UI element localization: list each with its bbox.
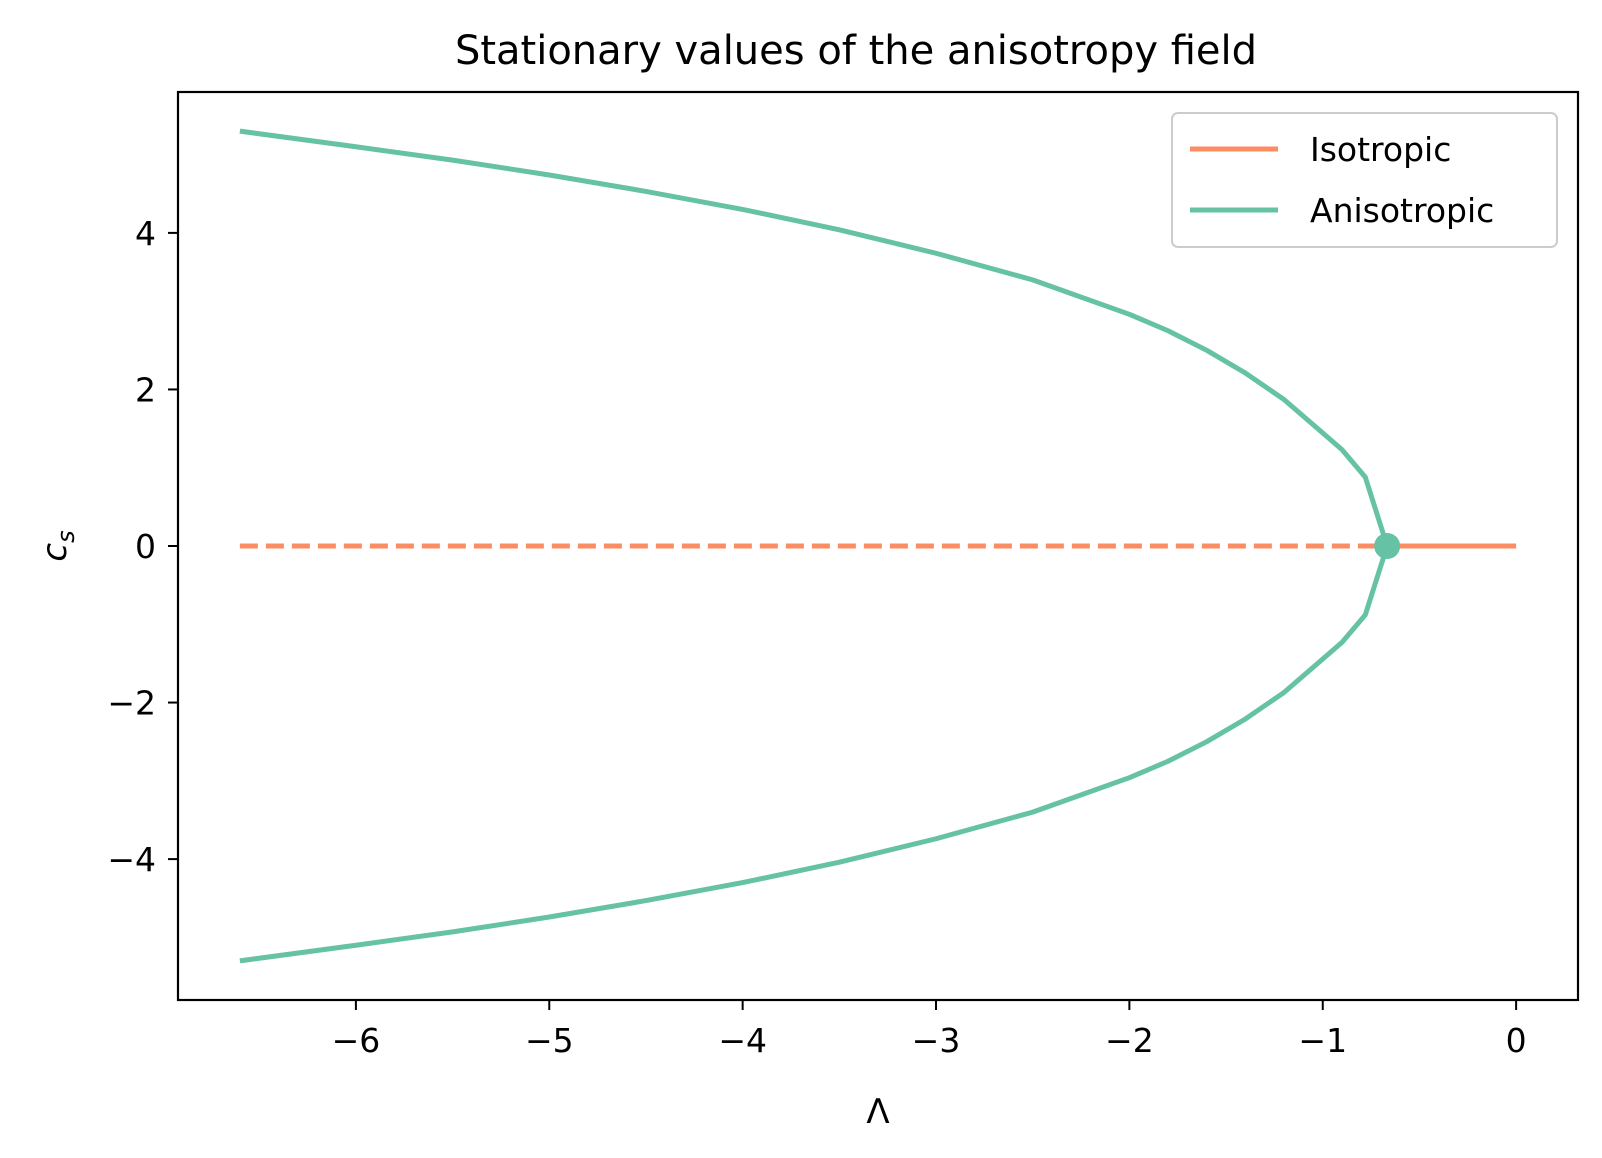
series-line-anisotropic-upper: [239, 128, 1390, 547]
legend-entries: Isotropic Anisotropic: [1190, 130, 1494, 230]
y-axis-label-subscript: s: [52, 530, 80, 543]
x-tick-label: −1: [1298, 1021, 1347, 1060]
y-axis-ticks: −4 −2 0 2 4: [107, 214, 178, 879]
y-axis-label: cs: [35, 530, 80, 561]
x-tick-label: −5: [525, 1021, 574, 1060]
x-tick-label: −3: [912, 1021, 961, 1060]
y-tick-label: −2: [107, 684, 156, 723]
chart-legend: Isotropic Anisotropic: [1171, 112, 1558, 248]
bifurcation-point-marker: [1374, 533, 1401, 559]
legend-label-anisotropic: Anisotropic: [1310, 191, 1494, 230]
y-axis-label-main: c: [35, 543, 75, 562]
series-layer: [239, 128, 1517, 964]
chart-title: Stationary values of the anisotropy fiel…: [455, 28, 1257, 74]
legend-label-isotropic: Isotropic: [1310, 130, 1451, 169]
x-axis-ticks: −6 −5 −4 −3 −2 −1 0: [332, 1000, 1527, 1060]
y-tick-label: 4: [135, 214, 156, 253]
x-axis-label: Λ: [866, 1092, 889, 1132]
marker-layer: [1374, 533, 1401, 559]
y-tick-label: 0: [135, 527, 156, 566]
y-tick-label: 2: [135, 370, 156, 409]
y-tick-label: −4: [107, 840, 156, 879]
x-tick-label: 0: [1506, 1021, 1527, 1060]
series-line-anisotropic-lower: [239, 545, 1390, 964]
x-tick-label: −4: [718, 1021, 767, 1060]
x-tick-label: −6: [332, 1021, 381, 1060]
x-tick-label: −2: [1105, 1021, 1154, 1060]
